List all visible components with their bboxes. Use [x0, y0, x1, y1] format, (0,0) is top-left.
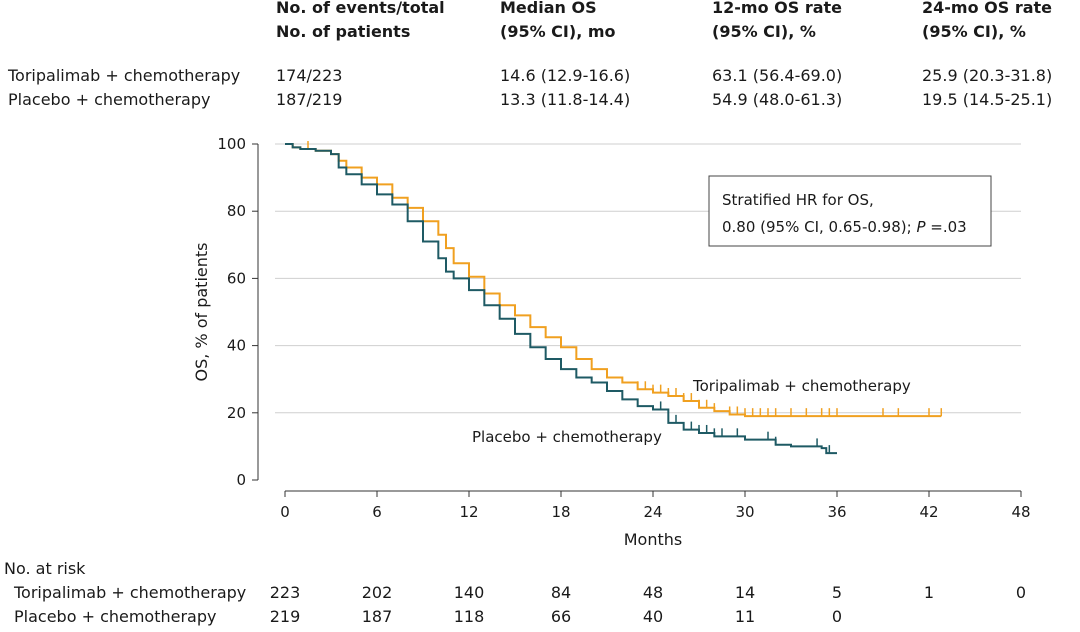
x-tick-label: 36	[827, 503, 846, 521]
header-12mo-rate: 12-mo OS rate (95% CI), %	[712, 0, 843, 41]
table-cell-events: 174/223	[276, 66, 343, 85]
chart-labels: Months OS, % of patients Toripalimab + che…	[192, 243, 911, 550]
x-axis-title: Months	[624, 530, 682, 549]
x-tick-label: 48	[1011, 503, 1030, 521]
x-tick-label: 6	[372, 503, 382, 521]
x-tick-label: 30	[735, 503, 754, 521]
x-tick-label: 12	[459, 503, 478, 521]
at-risk-count: 11	[734, 607, 756, 626]
at-risk-count: 223	[269, 583, 301, 602]
table-cell-rate24: 25.9 (20.3-31.8)	[922, 66, 1053, 85]
at-risk-count: 219	[269, 607, 301, 626]
at-risk-row-label: Toripalimab + chemotherapy	[14, 583, 247, 602]
table-row-label: Placebo + chemotherapy	[8, 90, 211, 109]
at-risk-title: No. at risk	[4, 559, 86, 578]
y-tick-label: 40	[227, 337, 246, 355]
table-row-label: Toripalimab + chemotherapy	[8, 66, 241, 85]
series-label: Placebo + chemotherapy	[472, 428, 662, 446]
y-tick-label: 80	[227, 202, 246, 220]
at-risk-count: 202	[361, 583, 393, 602]
table-cell-events: 187/219	[276, 90, 343, 109]
y-axis-title: OS, % of patients	[192, 243, 211, 382]
at-risk-count: 84	[550, 583, 572, 602]
at-risk-count: 118	[453, 607, 485, 626]
x-tick-label: 42	[919, 503, 938, 521]
header-events: No. of events/total No. of patients	[276, 0, 445, 41]
at-risk-count: 66	[550, 607, 572, 626]
table-cell-rate12: 63.1 (56.4-69.0)	[712, 66, 843, 85]
annotation-line-2: 0.80 (95% CI, 0.65-0.98); P =.03	[722, 218, 967, 236]
y-tick-label: 60	[227, 269, 246, 287]
at-risk-count: 5	[831, 583, 843, 602]
at-risk-count: 0	[831, 607, 843, 626]
gridlines	[275, 143, 1021, 414]
y-tick-label: 100	[217, 135, 246, 153]
x-tick-label: 24	[643, 503, 662, 521]
at-risk-count: 0	[1015, 583, 1027, 602]
series-1	[285, 143, 837, 455]
at-risk-count: 40	[642, 607, 664, 626]
curves	[285, 141, 943, 455]
header-median-os: Median OS (95% CI), mo	[500, 0, 616, 41]
at-risk-count: 48	[642, 583, 664, 602]
x-tick-label: 18	[551, 503, 570, 521]
at-risk-row-label: Placebo + chemotherapy	[14, 607, 217, 626]
table-cell-rate24: 19.5 (14.5-25.1)	[922, 90, 1053, 109]
x-tick-label: 0	[280, 503, 290, 521]
annotation-line-1: Stratified HR for OS,	[722, 191, 874, 209]
y-tick-label: 20	[227, 404, 246, 422]
header-24mo-rate: 24-mo OS rate (95% CI), %	[922, 0, 1053, 41]
y-tick-label: 0	[236, 471, 246, 489]
annotation-frame	[708, 175, 992, 247]
axes: 0 20 40 60 80 100 0 6 12 18 24 30 36 42 48	[217, 135, 1030, 521]
series-label: Toripalimab + chemotherapy	[692, 377, 911, 395]
table-cell-median: 14.6 (12.9-16.6)	[500, 66, 631, 85]
series-0	[285, 141, 943, 418]
at-risk-count: 14	[734, 583, 756, 602]
table-cell-median: 13.3 (11.8-14.4)	[500, 90, 631, 109]
at-risk-count: 140	[453, 583, 485, 602]
at-risk-count: 1	[923, 583, 935, 602]
hr-annotation: Stratified HR for OS, 0.80 (95% CI, 0.65…	[708, 175, 992, 247]
series-line	[285, 143, 942, 418]
table-cell-rate12: 54.9 (48.0-61.3)	[712, 90, 843, 109]
at-risk-count: 187	[361, 607, 393, 626]
